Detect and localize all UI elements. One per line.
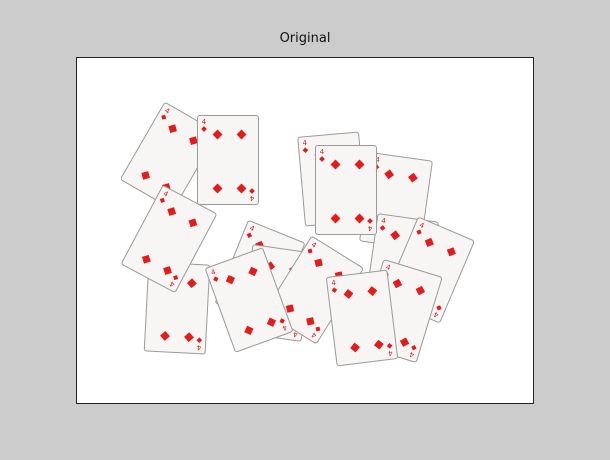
diamond-pip-icon	[330, 213, 340, 223]
diamond-pip-icon	[373, 339, 384, 350]
card-corner-index: 4	[415, 221, 427, 235]
diamond-suit-icon	[315, 326, 321, 332]
card-corner-index: 4	[378, 216, 388, 231]
diamond-pip-icon	[141, 254, 151, 263]
card-corner-index: 4	[278, 318, 290, 332]
card-corner-index: 4	[200, 118, 208, 132]
diamond-pip-icon	[343, 288, 353, 299]
diamond-pip-icon	[266, 317, 276, 327]
diamond-suit-icon	[379, 225, 386, 231]
diamond-pip-icon	[392, 278, 402, 288]
diamond-pip-icon	[168, 123, 177, 133]
diamond-suit-icon	[331, 287, 338, 293]
card-corner-index: 4	[309, 325, 322, 340]
image-axes: 444444444444444444444444444444	[76, 57, 534, 404]
card-corner-index: 4	[209, 268, 221, 282]
diamond-pip-icon	[243, 325, 253, 335]
card-corner-index: 4	[167, 274, 180, 288]
card-rank-label: 4	[201, 118, 207, 126]
card-corner-index: 4	[158, 190, 171, 204]
card-rank-label: 4	[367, 224, 373, 232]
diamond-suit-icon	[436, 305, 442, 311]
card-corner-index: 4	[385, 343, 394, 358]
card-rank-label: 4	[319, 148, 325, 156]
diamond-pip-icon	[212, 183, 222, 193]
diamond-pip-icon	[314, 257, 323, 267]
diamond-pip-icon	[186, 277, 197, 288]
diamond-suit-icon	[302, 147, 309, 154]
diamond-suit-icon	[161, 114, 167, 120]
diamond-pip-icon	[159, 330, 170, 341]
diamond-pip-icon	[330, 159, 340, 169]
diamond-pip-icon	[183, 331, 194, 342]
diamond-suit-icon	[416, 229, 422, 235]
diamond-pip-icon	[305, 316, 315, 325]
card-rank-label: 4	[380, 216, 387, 226]
diamond-suit-icon	[173, 275, 179, 281]
diamond-suit-icon	[367, 218, 373, 224]
card-rank-label: 4	[281, 322, 289, 333]
diamond-pip-icon	[389, 229, 400, 240]
figure-title: Original	[279, 31, 331, 46]
diamond-suit-icon	[213, 276, 219, 282]
diamond-suit-icon	[249, 188, 255, 194]
diamond-suit-icon	[319, 156, 325, 162]
diamond-suit-icon	[246, 232, 252, 238]
card-corner-index: 4	[301, 139, 310, 154]
card-corner-index: 4	[329, 279, 338, 293]
card-corner-index: 4	[248, 188, 256, 202]
diamond-pip-icon	[141, 170, 150, 180]
diamond-pip-icon	[415, 285, 425, 295]
diamond-pip-icon	[188, 217, 198, 227]
card-corner-index: 4	[407, 344, 418, 359]
diamond-pip-icon	[349, 342, 360, 353]
card-corner-index: 4	[318, 148, 326, 162]
card-rank-label: 4	[387, 348, 394, 358]
card-rank-label: 4	[209, 267, 217, 278]
diamond-pip-icon	[424, 237, 434, 247]
card-corner-index: 4	[195, 337, 204, 352]
diamond-suit-icon	[411, 344, 417, 351]
diamond-pip-icon	[354, 159, 364, 169]
diamond-suit-icon	[307, 248, 313, 254]
diamond-pip-icon	[399, 336, 409, 347]
diamond-suit-icon	[159, 197, 165, 203]
diamond-pip-icon	[407, 172, 418, 182]
diamond-pip-icon	[225, 274, 235, 284]
card-corner-index: 4	[306, 240, 319, 254]
card-rank-label: 4	[196, 343, 202, 352]
diamond-pip-icon	[212, 129, 222, 139]
diamond-pip-icon	[366, 285, 377, 296]
card-rank-label: 4	[310, 330, 319, 340]
card-rank-label: 4	[168, 279, 177, 289]
diamond-pip-icon	[162, 265, 172, 275]
card-corner-index: 4	[366, 218, 374, 232]
diamond-suit-icon	[201, 126, 207, 132]
diamond-pip-icon	[167, 206, 176, 216]
diamond-pip-icon	[383, 168, 394, 179]
diamond-pip-icon	[446, 246, 456, 256]
diamond-pip-icon	[354, 213, 364, 223]
diamond-pip-icon	[236, 183, 246, 193]
diamond-pip-icon	[236, 129, 246, 139]
card-rank-label: 4	[408, 349, 416, 359]
diamond-pip-icon	[285, 303, 295, 313]
card-corner-index: 4	[245, 224, 257, 238]
diamond-pip-icon	[247, 266, 257, 276]
card-rank-label: 4	[249, 194, 255, 202]
card-corner-index: 4	[159, 106, 172, 120]
card-rank-label: 4	[432, 309, 440, 319]
